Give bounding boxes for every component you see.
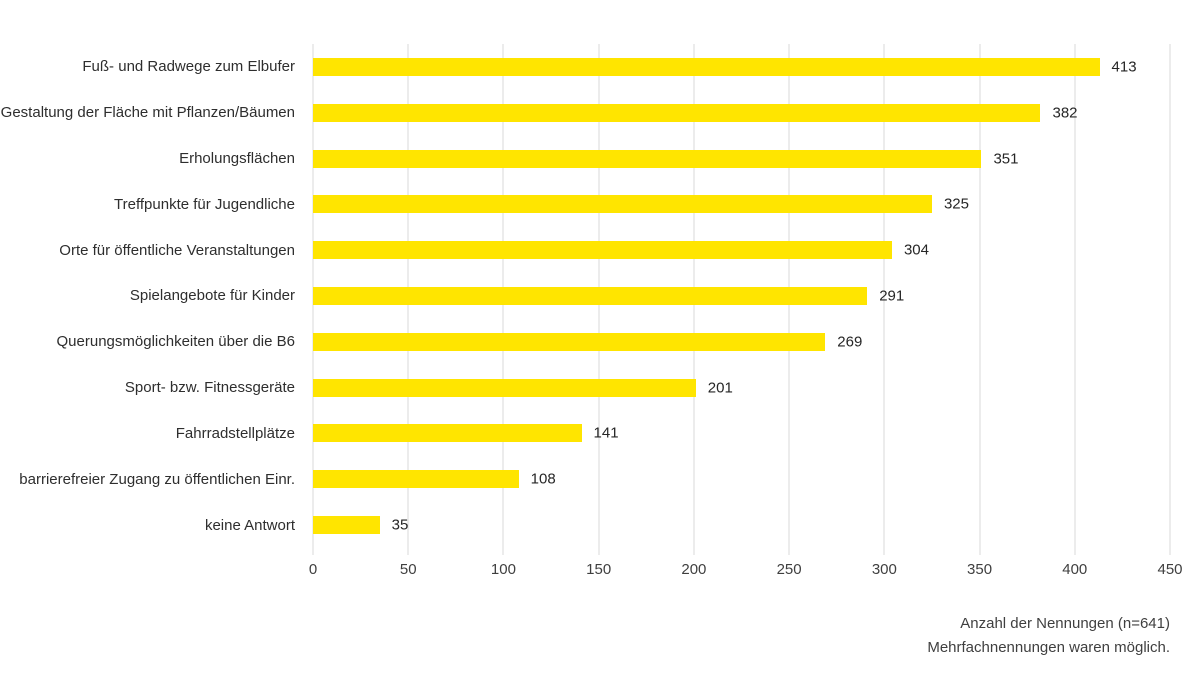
x-tick-label: 350 bbox=[967, 561, 993, 578]
bar bbox=[313, 57, 1100, 76]
value-label: 304 bbox=[903, 241, 929, 259]
bar-row: 108 bbox=[313, 456, 1170, 502]
bar-row: 35 bbox=[313, 502, 1170, 548]
value-label: 269 bbox=[837, 333, 863, 351]
x-tick-label: 250 bbox=[776, 561, 802, 578]
x-tick-label: 300 bbox=[871, 561, 897, 578]
x-axis: 0 50 100 150 200 250 300 350 400 450 bbox=[309, 561, 1183, 583]
value-label: 351 bbox=[993, 150, 1019, 168]
bar-rows: 413 382 351 325 304 291 269 201 141 108 35 bbox=[313, 44, 1170, 548]
bar-row: 413 bbox=[313, 44, 1170, 90]
x-tick-label: 150 bbox=[586, 561, 612, 578]
category-label: Treffpunkte für Jugendliche bbox=[114, 195, 295, 213]
bar bbox=[313, 378, 696, 397]
bar bbox=[313, 424, 582, 443]
x-tick-label: 50 bbox=[399, 561, 417, 578]
bar bbox=[313, 286, 868, 305]
value-label: 141 bbox=[593, 424, 619, 442]
bar-row: 325 bbox=[313, 181, 1170, 227]
category-label: barrierefreier Zugang zu öffentlichen Ei… bbox=[19, 470, 295, 488]
category-label: Sport- bzw. Fitnessgeräte bbox=[124, 379, 295, 397]
x-tick-label: 450 bbox=[1157, 561, 1183, 578]
bar bbox=[313, 149, 982, 168]
x-tick-label: 100 bbox=[490, 561, 516, 578]
bar bbox=[313, 470, 519, 489]
value-label: 382 bbox=[1052, 104, 1078, 122]
value-label: 108 bbox=[530, 470, 556, 488]
x-tick-label: 200 bbox=[681, 561, 707, 578]
category-label: Spielangebote für Kinder bbox=[129, 287, 295, 305]
value-label: 413 bbox=[1111, 58, 1137, 76]
chart-body: Fuß- und Radwege zum Elbufer Gestaltung d… bbox=[0, 44, 1171, 555]
value-label: 201 bbox=[707, 379, 733, 397]
footer-line-1: Anzahl der Nennungen (n=641) bbox=[960, 615, 1170, 632]
bar-row: 141 bbox=[313, 411, 1170, 457]
bar-row: 269 bbox=[313, 319, 1170, 365]
plot-area: 413 382 351 325 304 291 269 201 141 108 35 bbox=[312, 44, 1171, 555]
bar-row: 304 bbox=[313, 227, 1170, 273]
value-label: 35 bbox=[391, 516, 409, 534]
category-label: Fahrradstellplätze bbox=[175, 424, 295, 442]
bar-row: 201 bbox=[313, 365, 1170, 411]
value-label: 325 bbox=[943, 195, 969, 213]
footer-line-2: Mehrfachnennungen waren möglich. bbox=[927, 639, 1170, 656]
x-tick-label: 0 bbox=[308, 561, 318, 578]
bar-row: 351 bbox=[313, 136, 1170, 182]
footer-note: Anzahl der Nennungen (n=641) Mehrfachnen… bbox=[927, 612, 1170, 660]
bar-row: 382 bbox=[313, 90, 1170, 136]
bar bbox=[313, 241, 892, 260]
x-tick-label: 400 bbox=[1062, 561, 1088, 578]
category-label: keine Antwort bbox=[204, 516, 295, 534]
category-label: Orte für öffentliche Veranstaltungen bbox=[59, 241, 295, 259]
bar bbox=[313, 195, 932, 214]
bar bbox=[313, 103, 1041, 122]
category-labels: Fuß- und Radwege zum Elbufer Gestaltung d… bbox=[0, 44, 313, 548]
value-label: 291 bbox=[879, 287, 905, 305]
category-label: Querungsmöglichkeiten über die B6 bbox=[56, 333, 295, 351]
category-label: Fuß- und Radwege zum Elbufer bbox=[82, 58, 295, 76]
category-label: Gestaltung der Fläche mit Pflanzen/Bäume… bbox=[0, 104, 295, 122]
bar-row: 291 bbox=[313, 273, 1170, 319]
category-label: Erholungsflächen bbox=[179, 150, 295, 168]
bar bbox=[313, 516, 380, 535]
bar bbox=[313, 332, 826, 351]
